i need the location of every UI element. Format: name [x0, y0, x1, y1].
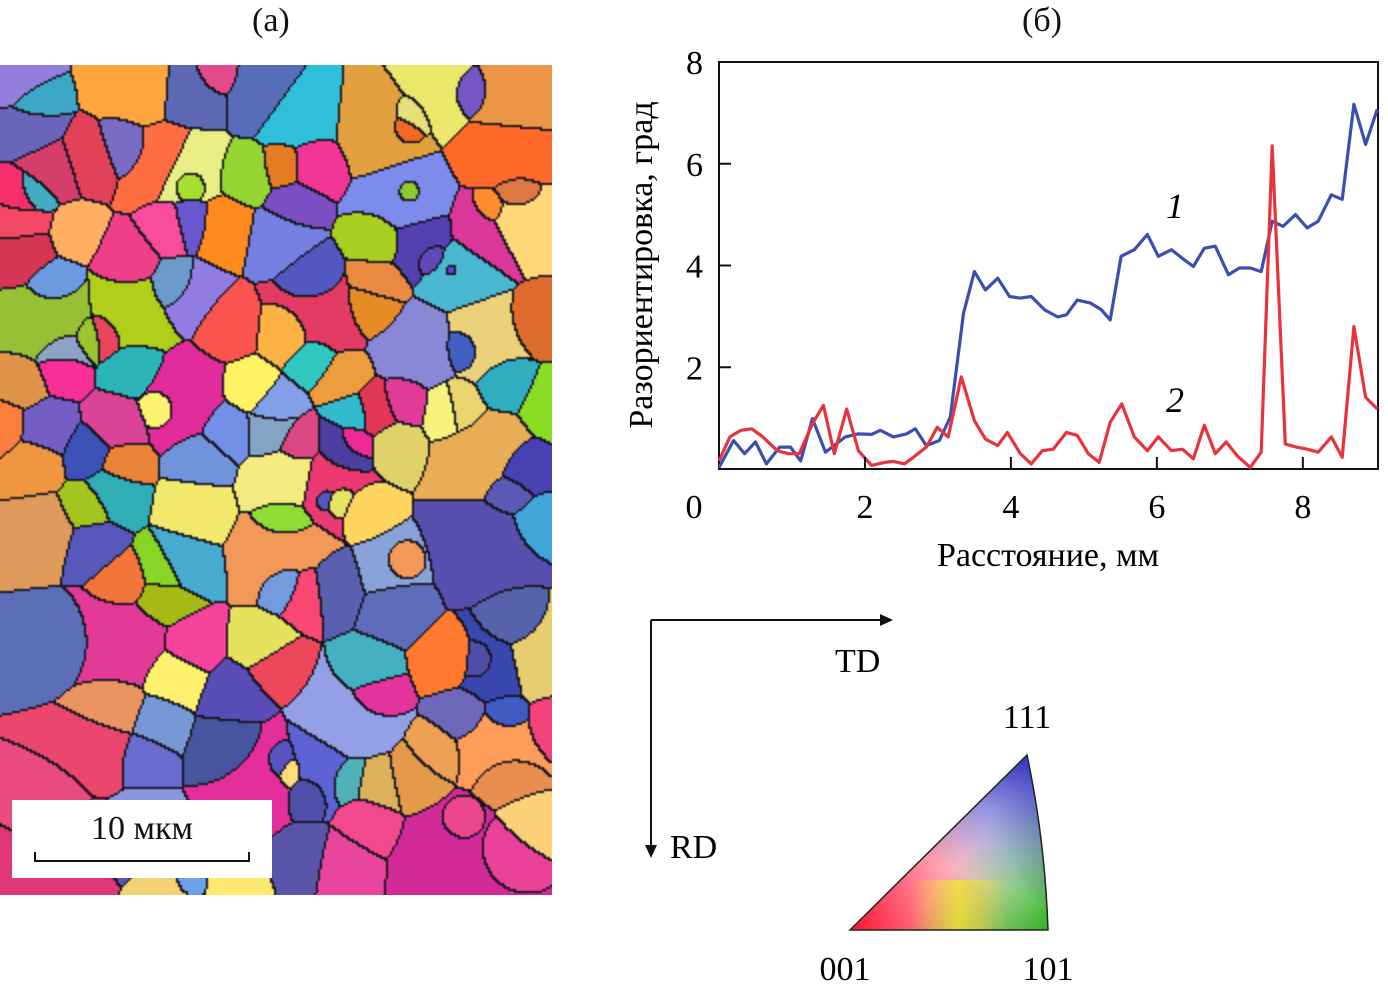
panel-b-label: (б): [1022, 2, 1062, 39]
rd-arrowhead-icon: [645, 845, 657, 858]
y-tick-label: 6: [686, 147, 703, 184]
series-label-1: 1: [1166, 186, 1184, 226]
x-axis-label: Расстояние, мм: [937, 537, 1159, 574]
ipf-label-111: 111: [1003, 699, 1051, 736]
ebsd-orientation-map: [0, 65, 552, 895]
x-tick-label: 6: [1148, 489, 1165, 526]
scale-bar: 10 мкм: [12, 800, 272, 878]
scale-bar-label: 10 мкм: [90, 810, 194, 847]
ipf-label-001: 001: [820, 951, 871, 988]
sample-axes: TD RD: [645, 614, 893, 866]
td-arrowhead-icon: [880, 614, 893, 626]
y-tick-label: 8: [686, 45, 703, 82]
rd-label: RD: [670, 829, 717, 866]
ipf-outline: [848, 753, 1049, 931]
y-axis-label: Разориентировка, град: [623, 101, 660, 428]
x-tick-label: 0: [686, 489, 703, 526]
x-tick-label: 2: [856, 489, 873, 526]
panel-a-label: (а): [252, 2, 290, 39]
x-tick-label: 4: [1002, 489, 1019, 526]
ipf-label-101: 101: [1023, 951, 1074, 988]
x-tick-label: 8: [1294, 489, 1311, 526]
ipf-color-key: [850, 755, 1048, 930]
scale-bar-line: [34, 852, 250, 862]
y-tick-label: 4: [686, 249, 703, 286]
series-line-2: [717, 144, 1379, 470]
series-label-2: 2: [1166, 380, 1184, 420]
td-label: TD: [835, 643, 880, 680]
y-tick-label: 2: [686, 350, 703, 387]
plot-frame: [718, 61, 1379, 470]
